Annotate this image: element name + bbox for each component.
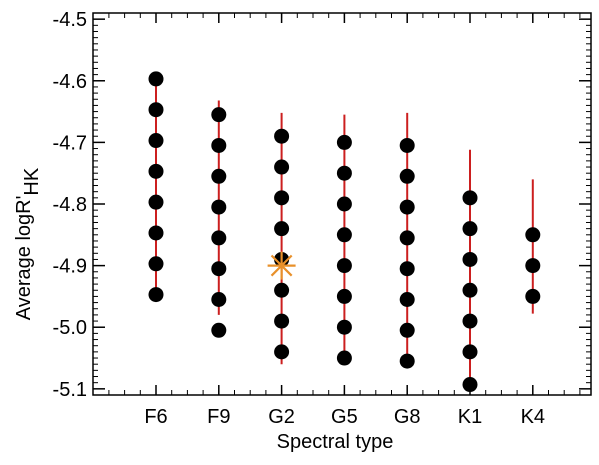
data-point <box>399 168 415 184</box>
data-point <box>336 350 352 366</box>
data-point <box>148 163 164 179</box>
data-point <box>399 137 415 153</box>
data-point <box>274 282 290 298</box>
data-point <box>462 377 478 393</box>
y-tick-label: -4.7 <box>53 132 87 154</box>
data-point <box>274 313 290 329</box>
data-point <box>462 251 478 267</box>
data-point <box>525 288 541 304</box>
asterisk-stroke <box>270 254 293 277</box>
data-point <box>274 128 290 144</box>
data-point <box>336 258 352 274</box>
data-point <box>211 261 227 277</box>
x-tick-label: K4 <box>521 406 545 428</box>
data-point <box>462 221 478 237</box>
data-point <box>148 194 164 210</box>
data-point <box>336 319 352 335</box>
data-point <box>462 344 478 360</box>
y-tick-label: -4.5 <box>53 9 87 31</box>
data-point <box>148 256 164 272</box>
data-point <box>462 190 478 206</box>
x-tick-label: G2 <box>268 406 295 428</box>
y-tick-label: -4.6 <box>53 71 87 93</box>
x-tick-label: K1 <box>458 406 482 428</box>
x-tick-label: G8 <box>394 406 421 428</box>
y-tick-label: -5.1 <box>53 379 87 401</box>
data-point <box>148 225 164 241</box>
data-point <box>399 261 415 277</box>
y-axis-label-main: Average logR' <box>13 196 35 321</box>
data-point <box>148 133 164 149</box>
data-point <box>211 322 227 338</box>
x-axis-label: Spectral type <box>277 431 394 453</box>
data-point <box>336 165 352 181</box>
data-point <box>525 258 541 274</box>
y-tick-label: -5.0 <box>53 317 87 339</box>
y-tick-label: -4.9 <box>53 256 87 278</box>
x-tick-label: G5 <box>331 406 358 428</box>
data-point <box>211 168 227 184</box>
axis-labels: Spectral type Average logR'HK <box>13 167 393 453</box>
highlight-marker <box>267 251 296 280</box>
data-point <box>274 221 290 237</box>
data-point <box>211 199 227 215</box>
data-point <box>274 159 290 175</box>
data-point <box>336 288 352 304</box>
data-point <box>525 227 541 243</box>
sun-asterisk-marker <box>267 251 296 280</box>
data-point <box>211 292 227 307</box>
data-point <box>211 137 227 153</box>
data-point <box>399 353 415 369</box>
data-points <box>148 71 541 393</box>
data-point <box>462 313 478 329</box>
data-point <box>336 227 352 243</box>
data-point <box>399 322 415 338</box>
data-point <box>148 102 164 118</box>
data-point <box>148 71 164 87</box>
y-tick-label: -4.8 <box>53 194 87 216</box>
x-tick-label: F6 <box>144 406 167 428</box>
data-point <box>399 292 415 307</box>
y-axis-label-subscript: HK <box>21 167 43 195</box>
data-point <box>462 282 478 298</box>
y-axis-label: Average logR'HK <box>13 167 43 320</box>
x-tick-label: F9 <box>207 406 230 428</box>
data-point <box>399 230 415 246</box>
data-point <box>274 190 290 206</box>
data-point <box>211 230 227 246</box>
data-point <box>399 199 415 215</box>
data-point <box>336 134 352 150</box>
data-point <box>211 107 227 123</box>
data-point <box>148 287 164 303</box>
axes: -4.5 -4.6 -4.7 -4.8 -4.9 -5.0 -5.1 F6 F9 G2 G5 G8 K1… <box>53 9 592 428</box>
data-point <box>274 344 290 360</box>
data-point <box>336 196 352 212</box>
